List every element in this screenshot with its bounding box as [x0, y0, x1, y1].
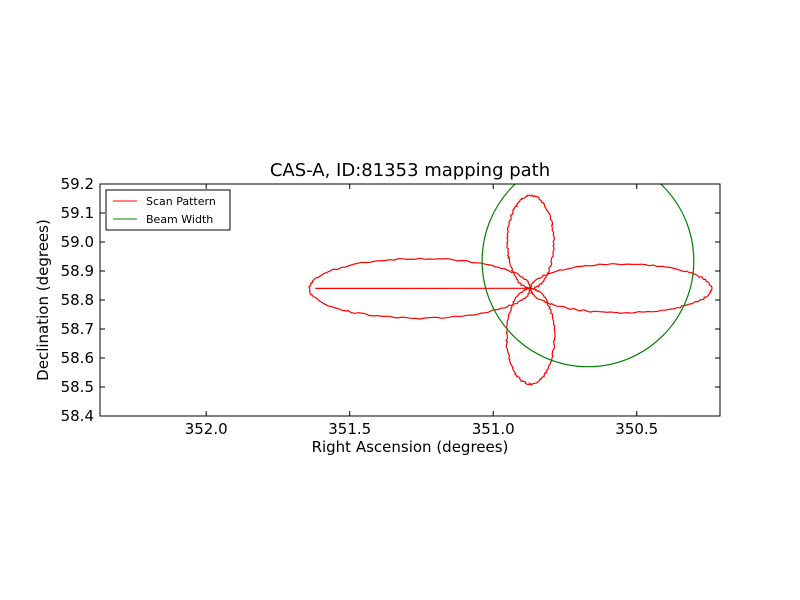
x-tick-label: 350.5 — [615, 420, 658, 438]
y-tick-label: 58.9 — [61, 262, 94, 280]
legend-label-beam-width: Beam Width — [146, 213, 213, 226]
y-tick-label: 58.5 — [61, 378, 94, 396]
beam-width-circle — [481, 184, 695, 368]
scan-pattern-line — [308, 194, 713, 386]
y-tick-label: 58.8 — [61, 291, 94, 309]
y-tick-label: 59.0 — [61, 233, 94, 251]
legend-label-scan-pattern: Scan Pattern — [146, 195, 216, 208]
ticks-layer: 352.0 351.5 351.0 350.5 58.4 58.5 58.6 58.7 58.8… — [61, 175, 720, 438]
x-tick-label: 351.5 — [328, 420, 371, 438]
y-tick-label: 58.4 — [61, 407, 94, 425]
y-tick-label: 59.2 — [61, 175, 94, 193]
x-axis-label: Right Ascension (degrees) — [312, 438, 509, 456]
y-axis-label: Declination (degrees) — [34, 219, 52, 381]
legend-box — [105, 189, 231, 231]
x-tick-label: 351.0 — [472, 420, 515, 438]
y-tick-label: 58.7 — [61, 320, 94, 338]
y-tick-label: 58.6 — [61, 349, 94, 367]
x-tick-label: 352.0 — [185, 420, 228, 438]
chart-title: CAS-A, ID:81353 mapping path — [270, 160, 550, 181]
y-tick-label: 59.1 — [61, 204, 94, 222]
series-layer — [308, 184, 713, 386]
legend: Scan Pattern Beam Width — [105, 189, 231, 231]
